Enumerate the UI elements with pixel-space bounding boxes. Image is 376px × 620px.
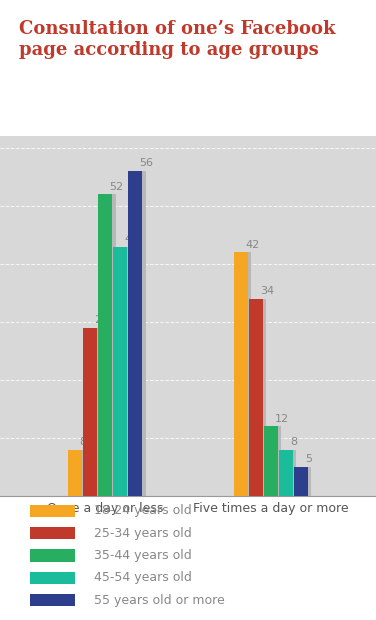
Bar bbox=[291, 450, 296, 496]
FancyBboxPatch shape bbox=[30, 572, 75, 584]
Text: 8: 8 bbox=[80, 436, 87, 446]
Text: 56: 56 bbox=[139, 158, 153, 168]
Bar bbox=[276, 427, 281, 496]
FancyBboxPatch shape bbox=[30, 505, 75, 517]
Text: 43: 43 bbox=[124, 234, 139, 244]
Bar bbox=[279, 450, 293, 496]
Text: 55 years old or more: 55 years old or more bbox=[94, 594, 225, 606]
Bar bbox=[306, 467, 311, 496]
Text: 18-24 years old: 18-24 years old bbox=[94, 505, 192, 517]
Bar bbox=[126, 247, 130, 496]
Bar bbox=[249, 299, 263, 496]
FancyBboxPatch shape bbox=[30, 549, 75, 562]
Text: Consultation of one’s Facebook
page according to age groups: Consultation of one’s Facebook page acco… bbox=[19, 20, 335, 60]
Bar bbox=[83, 328, 97, 496]
Text: 52: 52 bbox=[109, 182, 124, 192]
Bar bbox=[246, 252, 251, 496]
FancyBboxPatch shape bbox=[30, 594, 75, 606]
Text: 45-54 years old: 45-54 years old bbox=[94, 572, 192, 584]
Bar bbox=[261, 299, 266, 496]
FancyBboxPatch shape bbox=[30, 527, 75, 539]
Bar bbox=[128, 171, 143, 496]
Bar bbox=[111, 195, 116, 496]
Text: 34: 34 bbox=[260, 286, 274, 296]
Bar bbox=[96, 328, 101, 496]
Text: 8: 8 bbox=[290, 436, 297, 446]
Text: 12: 12 bbox=[275, 414, 289, 423]
Text: 29: 29 bbox=[95, 315, 109, 325]
Text: 5: 5 bbox=[305, 454, 312, 464]
Text: 25-34 years old: 25-34 years old bbox=[94, 527, 192, 539]
Bar bbox=[113, 247, 127, 496]
Bar bbox=[294, 467, 308, 496]
Bar bbox=[98, 195, 112, 496]
Bar bbox=[264, 427, 278, 496]
Bar bbox=[68, 450, 82, 496]
Text: 42: 42 bbox=[245, 239, 259, 249]
Text: 35-44 years old: 35-44 years old bbox=[94, 549, 192, 562]
Bar bbox=[233, 252, 248, 496]
Bar bbox=[141, 171, 146, 496]
Bar bbox=[80, 450, 86, 496]
